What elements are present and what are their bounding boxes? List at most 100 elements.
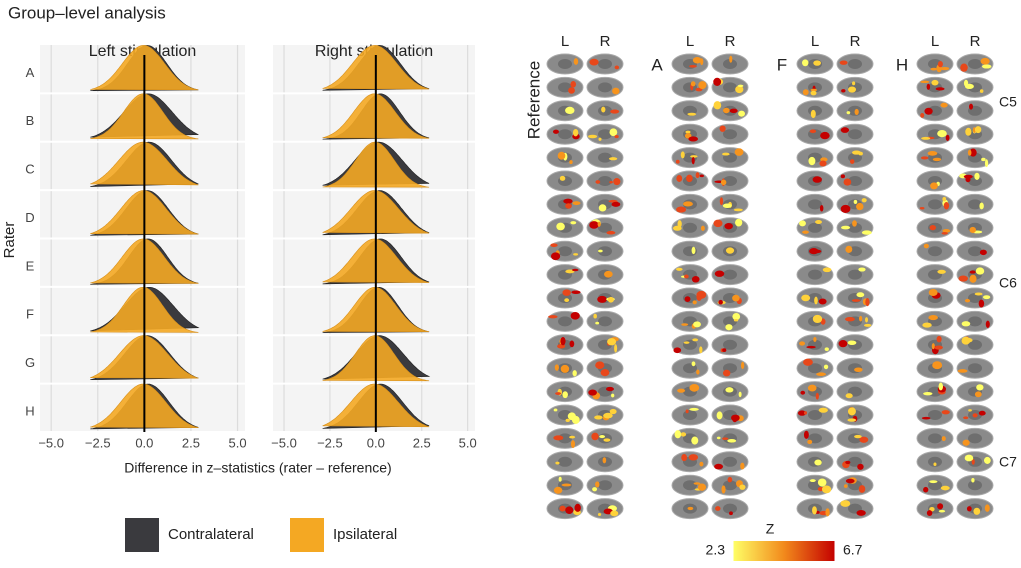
activation bbox=[981, 64, 992, 69]
column-label: R bbox=[850, 33, 861, 50]
activation bbox=[802, 89, 809, 96]
activation bbox=[852, 220, 857, 227]
activation bbox=[735, 218, 743, 227]
activation bbox=[559, 175, 566, 181]
cord bbox=[598, 129, 612, 140]
rater-label: C bbox=[25, 162, 34, 177]
activation bbox=[550, 252, 561, 261]
cord bbox=[968, 199, 982, 210]
activation bbox=[673, 347, 682, 354]
activation bbox=[806, 345, 816, 349]
activation bbox=[610, 510, 619, 517]
cord bbox=[598, 176, 612, 186]
activation bbox=[799, 220, 806, 227]
activation bbox=[928, 315, 938, 321]
activation bbox=[591, 432, 599, 441]
activation bbox=[858, 315, 863, 322]
activation bbox=[729, 511, 733, 516]
activation bbox=[983, 456, 991, 464]
activation bbox=[686, 174, 693, 183]
activation bbox=[982, 295, 991, 300]
colorbar-title: Z bbox=[766, 521, 775, 537]
rater-label: F bbox=[26, 307, 34, 322]
activation bbox=[920, 112, 925, 118]
activation bbox=[565, 506, 574, 515]
cord bbox=[968, 316, 982, 327]
activation bbox=[589, 58, 599, 66]
activation bbox=[934, 345, 943, 350]
activation bbox=[932, 361, 943, 370]
activation bbox=[969, 270, 976, 274]
cord bbox=[848, 129, 862, 140]
cord bbox=[598, 316, 612, 327]
activation bbox=[598, 137, 602, 141]
activation bbox=[920, 80, 930, 84]
activation bbox=[965, 127, 972, 136]
level-label: C6 bbox=[999, 275, 1017, 291]
activation bbox=[691, 436, 699, 445]
column-label: R bbox=[600, 33, 611, 50]
activation bbox=[967, 149, 972, 156]
group-label: F bbox=[777, 55, 787, 74]
activation bbox=[565, 203, 572, 209]
activation bbox=[848, 86, 857, 93]
activation bbox=[856, 509, 866, 516]
activation bbox=[865, 298, 870, 307]
activation bbox=[809, 129, 817, 134]
activation bbox=[693, 321, 701, 328]
activation bbox=[684, 296, 691, 302]
activation bbox=[843, 178, 852, 186]
activation bbox=[565, 418, 570, 422]
activation bbox=[555, 392, 562, 395]
activation bbox=[599, 434, 606, 439]
activation bbox=[597, 221, 601, 227]
activation bbox=[680, 151, 685, 159]
cord bbox=[683, 410, 697, 420]
x-tick-label: −2.5 bbox=[317, 435, 343, 450]
activation bbox=[817, 478, 827, 487]
activation bbox=[930, 67, 938, 71]
activation bbox=[548, 315, 558, 319]
activation bbox=[571, 290, 581, 295]
activation bbox=[926, 510, 933, 516]
column-label: L bbox=[686, 33, 694, 50]
cord bbox=[598, 480, 612, 491]
activation bbox=[974, 126, 982, 134]
activation bbox=[685, 409, 689, 414]
activation bbox=[809, 248, 819, 255]
cord bbox=[808, 269, 822, 280]
activation bbox=[609, 128, 618, 137]
activation bbox=[607, 338, 617, 346]
activation bbox=[971, 458, 975, 465]
activation bbox=[849, 159, 855, 165]
activation bbox=[812, 176, 822, 183]
activation bbox=[592, 487, 598, 492]
x-tick-label: 2.5 bbox=[182, 435, 200, 450]
activation bbox=[845, 460, 851, 465]
activation bbox=[799, 341, 806, 346]
activation bbox=[979, 89, 984, 93]
activation bbox=[561, 483, 572, 487]
activation bbox=[699, 174, 704, 178]
cord bbox=[848, 59, 862, 69]
activation bbox=[974, 391, 982, 398]
activation bbox=[937, 503, 944, 510]
activation bbox=[700, 225, 705, 231]
rater-label: H bbox=[25, 403, 34, 418]
cord bbox=[558, 316, 572, 327]
activation bbox=[696, 290, 707, 299]
activation bbox=[733, 318, 739, 322]
activation bbox=[721, 485, 726, 494]
activation bbox=[569, 340, 575, 348]
cord bbox=[558, 246, 572, 257]
activation bbox=[713, 77, 722, 87]
activation bbox=[845, 478, 855, 484]
activation bbox=[812, 314, 823, 324]
activation bbox=[677, 220, 682, 228]
activation bbox=[800, 390, 806, 395]
activation bbox=[563, 198, 573, 204]
cord bbox=[598, 222, 612, 233]
activation bbox=[722, 369, 731, 377]
activation bbox=[840, 127, 850, 133]
activation bbox=[807, 439, 813, 445]
